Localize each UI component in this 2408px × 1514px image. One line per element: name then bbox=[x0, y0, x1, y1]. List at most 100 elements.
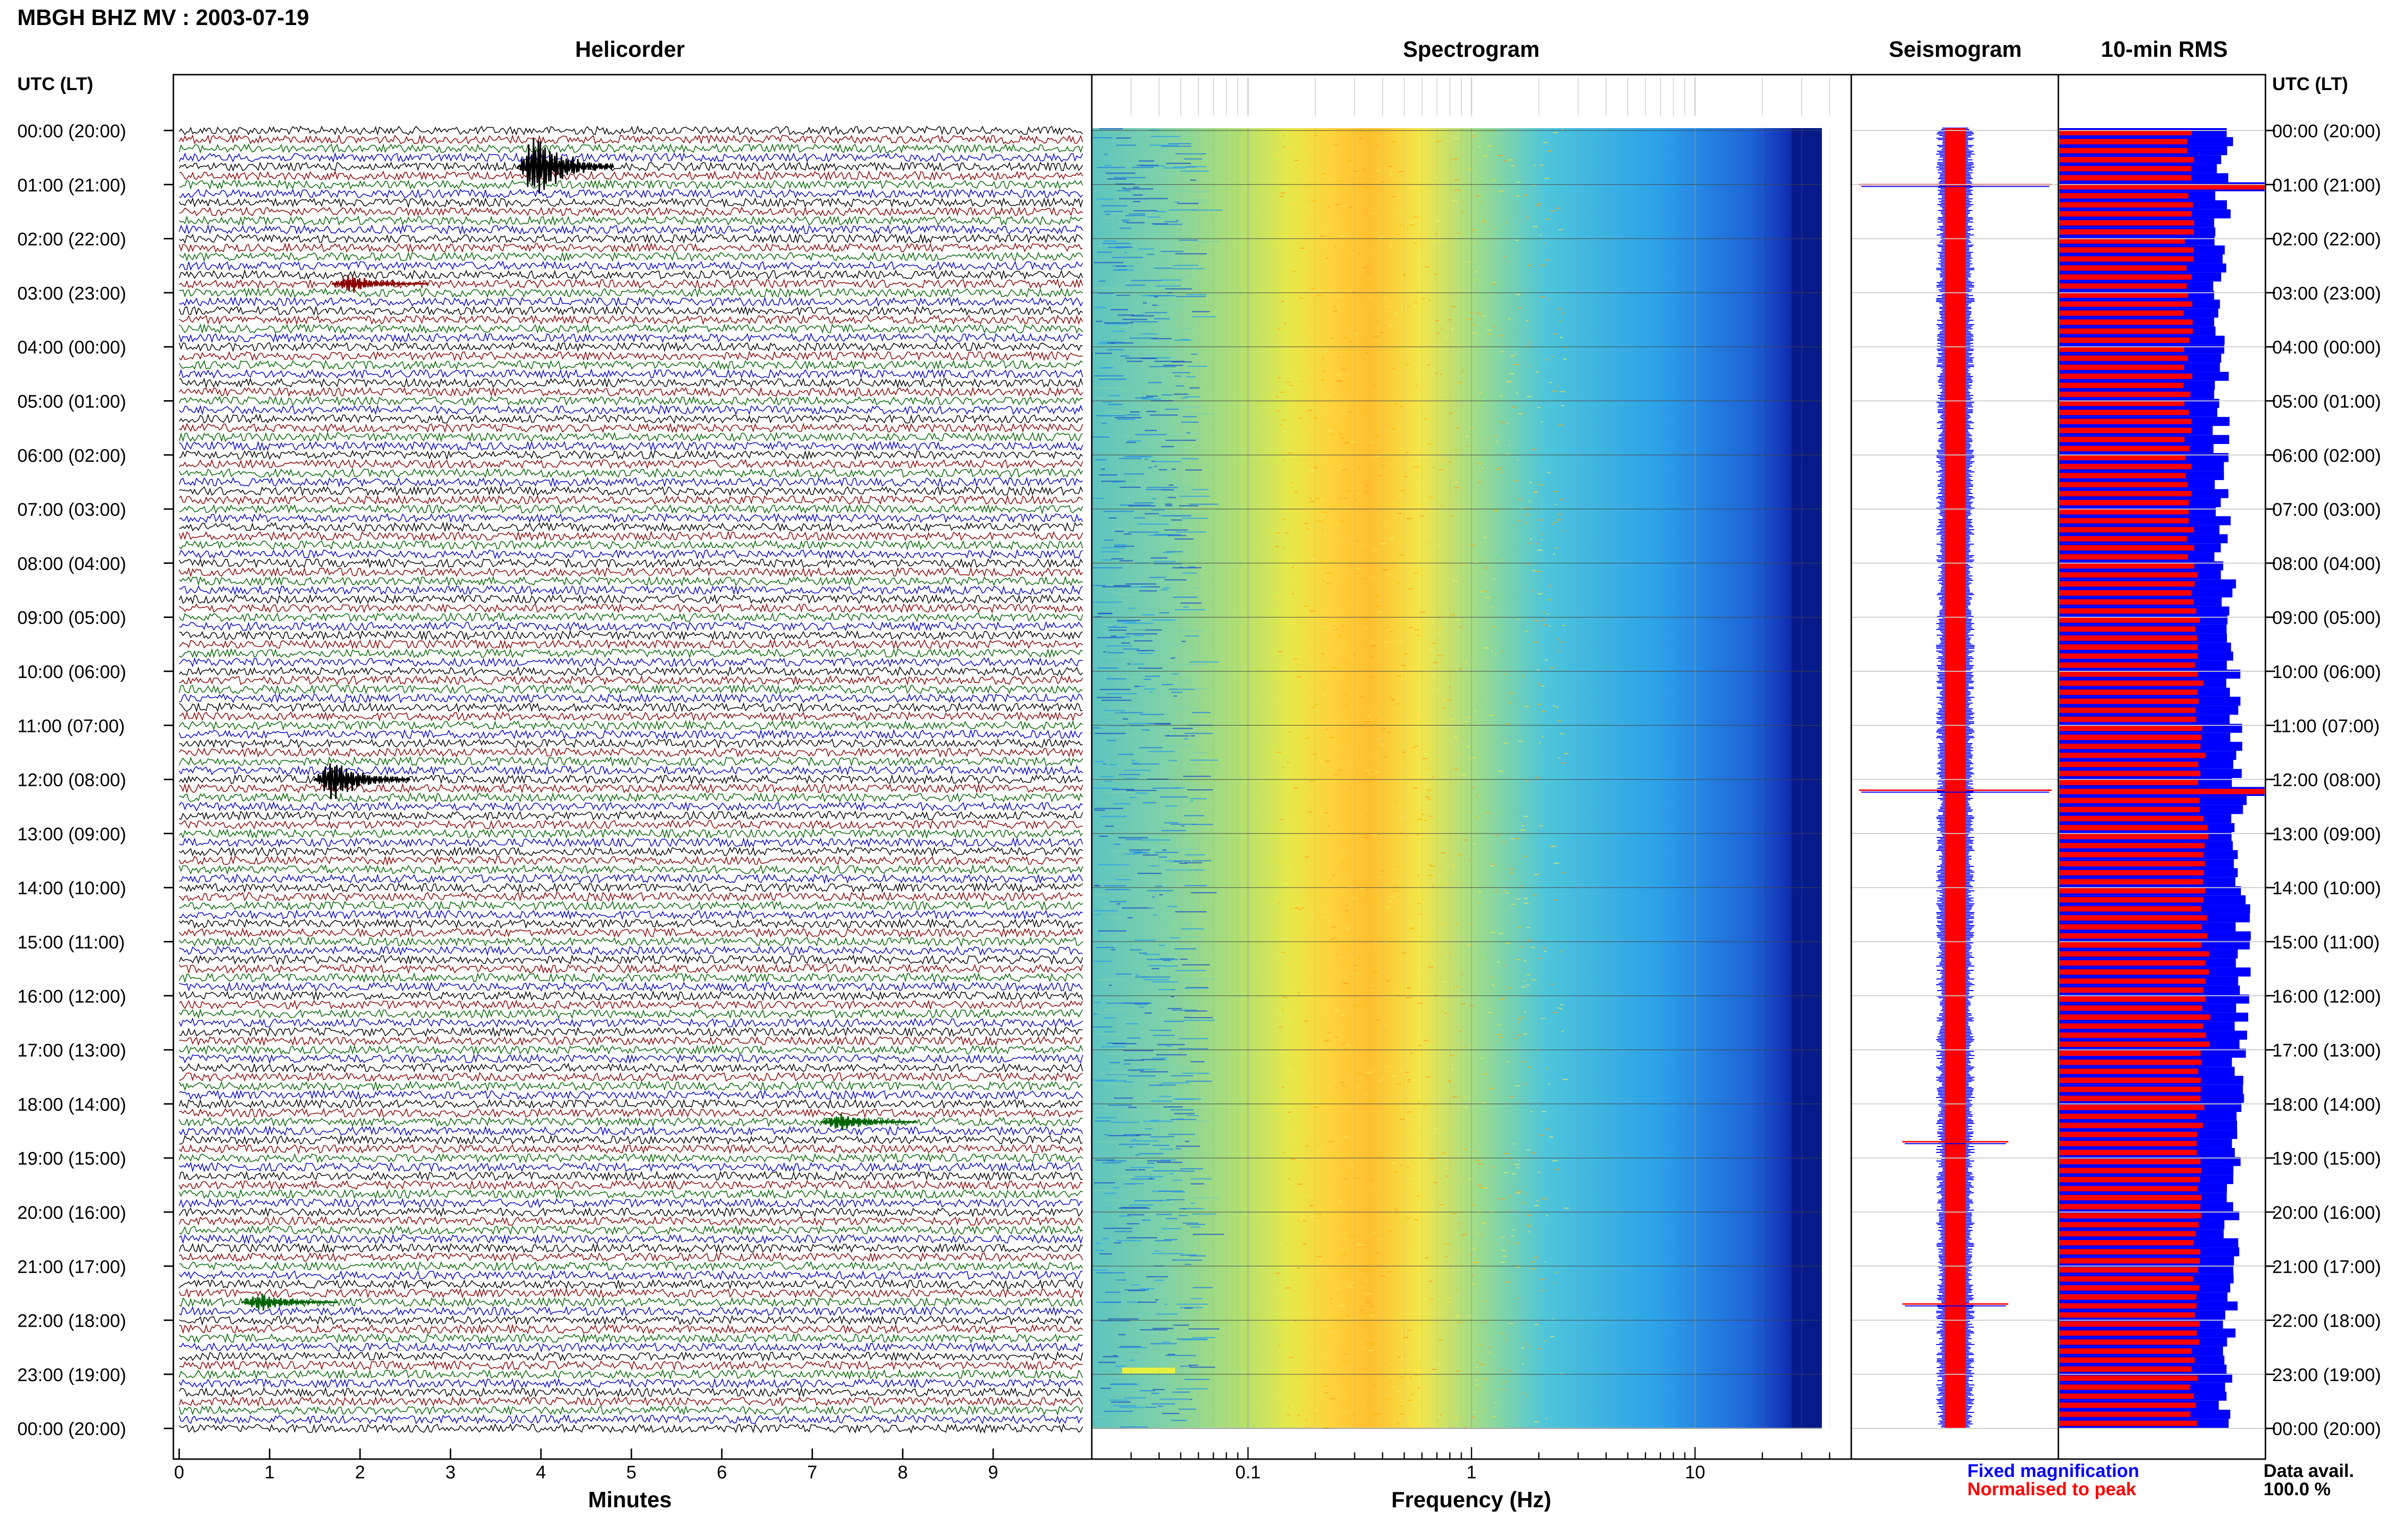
spectrogram-peak-speckle bbox=[1424, 418, 1427, 419]
spectrogram-peak-speckle bbox=[1322, 357, 1324, 359]
spectrogram-peak-speckle bbox=[1347, 411, 1353, 413]
spectrogram-peak-speckle bbox=[1409, 1289, 1414, 1290]
rms-normalised-bar bbox=[2059, 301, 2192, 307]
spectrogram-low-freq-speckle bbox=[1114, 712, 1143, 714]
spectrogram-low-freq-speckle bbox=[1135, 434, 1166, 435]
spectrogram-low-freq-speckle bbox=[1149, 416, 1159, 417]
spectrogram-peak-speckle bbox=[1339, 180, 1343, 182]
spectrogram-low-freq-speckle bbox=[1099, 341, 1123, 343]
spectrogram-low-freq-speckle bbox=[1096, 947, 1114, 948]
spectrogram-low-freq-speckle bbox=[1128, 1045, 1137, 1047]
spectrogram-low-freq-speckle bbox=[1104, 1199, 1121, 1201]
spectrogram-low-freq-speckle bbox=[1099, 1073, 1130, 1075]
spectrogram-low-freq-speckle bbox=[1189, 661, 1219, 663]
spectrogram-low-freq-speckle bbox=[1125, 583, 1156, 585]
spectrogram-peak-speckle bbox=[1324, 812, 1328, 813]
spectrogram-low-freq-speckle bbox=[1175, 1148, 1181, 1149]
spectrogram-low-freq-speckle bbox=[1165, 1218, 1178, 1219]
time-label-left: 18:00 (14:00) bbox=[17, 1095, 126, 1115]
spectrogram-low-freq-speckle bbox=[1131, 760, 1136, 761]
helicorder-trace bbox=[179, 1071, 1083, 1083]
helicorder-trace bbox=[179, 530, 1083, 542]
spectrogram-peak-speckle bbox=[1508, 1370, 1512, 1372]
spectrogram-peak-speckle bbox=[1419, 515, 1424, 517]
spectrogram-peak-speckle bbox=[1334, 144, 1338, 145]
spectrogram-peak-speckle bbox=[1436, 1416, 1440, 1418]
spectrogram-peak-speckle bbox=[1287, 1017, 1290, 1018]
spectrogram-low-freq-speckle bbox=[1124, 533, 1131, 535]
spectrogram-peak-speckle bbox=[1483, 647, 1489, 649]
spectrogram-low-freq-speckle bbox=[1129, 1140, 1159, 1142]
spectrogram-peak-speckle bbox=[1558, 757, 1560, 759]
spectrogram-peak-speckle bbox=[1481, 467, 1483, 469]
spectrogram-peak-speckle bbox=[1408, 227, 1410, 229]
spectrogram-peak-speckle bbox=[1400, 405, 1403, 407]
spectrogram-low-freq-speckle bbox=[1171, 848, 1197, 850]
helicorder-trace bbox=[179, 1054, 1083, 1065]
spectrogram-peak-speckle bbox=[1515, 1163, 1519, 1165]
helicorder-trace bbox=[179, 1207, 1083, 1218]
spectrogram-peak-speckle bbox=[1456, 427, 1460, 429]
spectrogram-peak-speckle bbox=[1512, 1229, 1515, 1231]
spectrogram-peak-speckle bbox=[1531, 1268, 1535, 1270]
spectrogram-peak-speckle bbox=[1560, 405, 1564, 406]
spectrogram-peak-speckle bbox=[1483, 557, 1485, 559]
spectrogram-low-freq-speckle bbox=[1177, 1118, 1184, 1120]
spectrogram-low-freq-speckle bbox=[1154, 361, 1185, 362]
spectrogram-peak-speckle bbox=[1551, 523, 1554, 525]
spectrogram-peak-speckle bbox=[1365, 352, 1368, 354]
helicorder-trace bbox=[179, 621, 1083, 632]
spectrogram-low-freq-speckle bbox=[1163, 491, 1193, 493]
spectrogram-peak-speckle bbox=[1526, 1193, 1528, 1195]
rms-normalised-bar bbox=[2059, 1402, 2196, 1408]
spectrogram-low-freq-speckle bbox=[1185, 1141, 1190, 1142]
spectrogram-low-freq-speckle bbox=[1180, 1254, 1197, 1256]
helicorder-trace bbox=[179, 467, 1083, 478]
spectrogram-peak-speckle bbox=[1531, 590, 1533, 592]
spectrogram-peak-speckle bbox=[1281, 952, 1285, 953]
spectrogram-low-freq-speckle bbox=[1106, 410, 1126, 412]
spectrogram-peak-speckle bbox=[1401, 816, 1406, 818]
spectrogram-peak-speckle bbox=[1317, 1150, 1322, 1152]
spectrogram-peak-speckle bbox=[1308, 1120, 1310, 1122]
spectrogram-peak-speckle bbox=[1511, 903, 1516, 905]
spectrogram-low-freq-speckle bbox=[1111, 1122, 1139, 1123]
spectrogram-peak-speckle bbox=[1427, 874, 1433, 876]
spectrogram-peak-speckle bbox=[1277, 377, 1281, 378]
rms-normalised-bar bbox=[2059, 184, 2264, 190]
spectrogram-low-freq-speckle bbox=[1104, 1031, 1115, 1033]
spectrogram-peak-speckle bbox=[1516, 195, 1519, 196]
time-label-right: 17:00 (13:00) bbox=[2272, 1041, 2381, 1061]
spectrogram-peak-speckle bbox=[1320, 235, 1325, 237]
time-label-left: 00:00 (20:00) bbox=[17, 121, 126, 142]
spectrogram-peak-speckle bbox=[1552, 1012, 1558, 1013]
spectrogram-low-freq-speckle bbox=[1120, 355, 1129, 357]
spectrogram-peak-speckle bbox=[1492, 180, 1495, 181]
spectrogram-peak-speckle bbox=[1413, 787, 1417, 789]
spectrogram-peak-speckle bbox=[1377, 209, 1379, 211]
spectrogram-low-freq-speckle bbox=[1115, 247, 1124, 249]
spectrogram-low-freq-speckle bbox=[1115, 137, 1131, 139]
rms-normalised-bar bbox=[2059, 130, 2192, 135]
spectrogram-low-freq-speckle bbox=[1144, 513, 1159, 514]
spectrogram-peak-speckle bbox=[1528, 500, 1531, 502]
spectrogram-low-freq-speckle bbox=[1184, 1379, 1210, 1380]
spectrogram-peak-speckle bbox=[1374, 942, 1377, 944]
helicorder-trace bbox=[179, 368, 1083, 379]
spectrogram-low-freq-speckle bbox=[1176, 1146, 1200, 1147]
spectrogram-peak-speckle bbox=[1370, 1305, 1374, 1306]
spectrogram-peak-speckle bbox=[1284, 1352, 1286, 1353]
time-label-left: 10:00 (06:00) bbox=[17, 662, 126, 682]
spectrogram-peak-speckle bbox=[1443, 1245, 1446, 1247]
spectrogram-peak-speckle bbox=[1441, 1152, 1446, 1154]
spectrogram-low-freq-speckle bbox=[1192, 587, 1201, 588]
spectrogram-low-freq-speckle bbox=[1153, 256, 1175, 258]
rms-normalised-bar bbox=[2059, 1204, 2200, 1210]
spectrogram-low-freq-speckle bbox=[1140, 1071, 1168, 1072]
spectrogram-peak-speckle bbox=[1518, 307, 1522, 309]
spectrogram-peak-speckle bbox=[1429, 1177, 1434, 1178]
spectrogram-peak-speckle bbox=[1297, 885, 1302, 887]
spectrogram-peak-speckle bbox=[1387, 1398, 1390, 1400]
spectrogram-peak-speckle bbox=[1345, 928, 1350, 930]
spectrogram-peak-speckle bbox=[1517, 1018, 1522, 1019]
